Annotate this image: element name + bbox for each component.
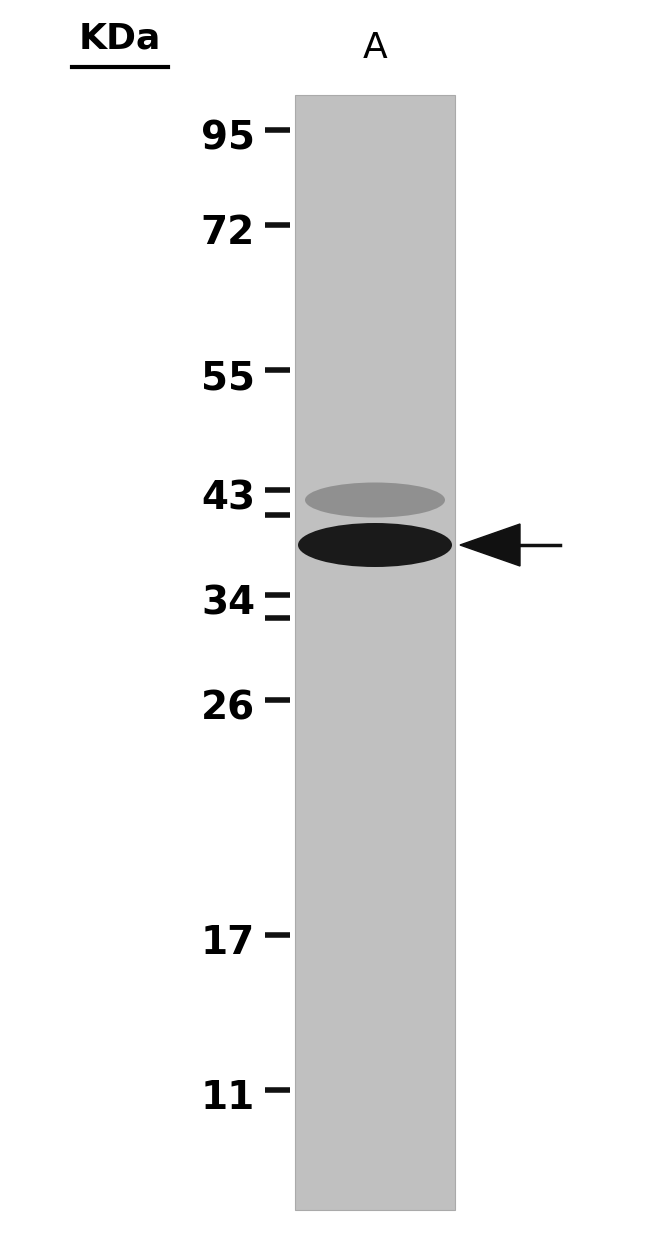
Text: 11: 11: [201, 1079, 255, 1117]
Text: 95: 95: [201, 119, 255, 157]
Text: 26: 26: [201, 689, 255, 727]
Text: 55: 55: [201, 360, 255, 397]
Text: 72: 72: [201, 214, 255, 251]
Ellipse shape: [298, 523, 452, 567]
Text: A: A: [363, 31, 387, 65]
Text: 34: 34: [201, 585, 255, 622]
Text: 17: 17: [201, 924, 255, 962]
Text: KDa: KDa: [79, 21, 161, 55]
Text: 43: 43: [201, 479, 255, 517]
Bar: [295, 96, 455, 1210]
Polygon shape: [460, 524, 520, 566]
Ellipse shape: [305, 483, 445, 518]
